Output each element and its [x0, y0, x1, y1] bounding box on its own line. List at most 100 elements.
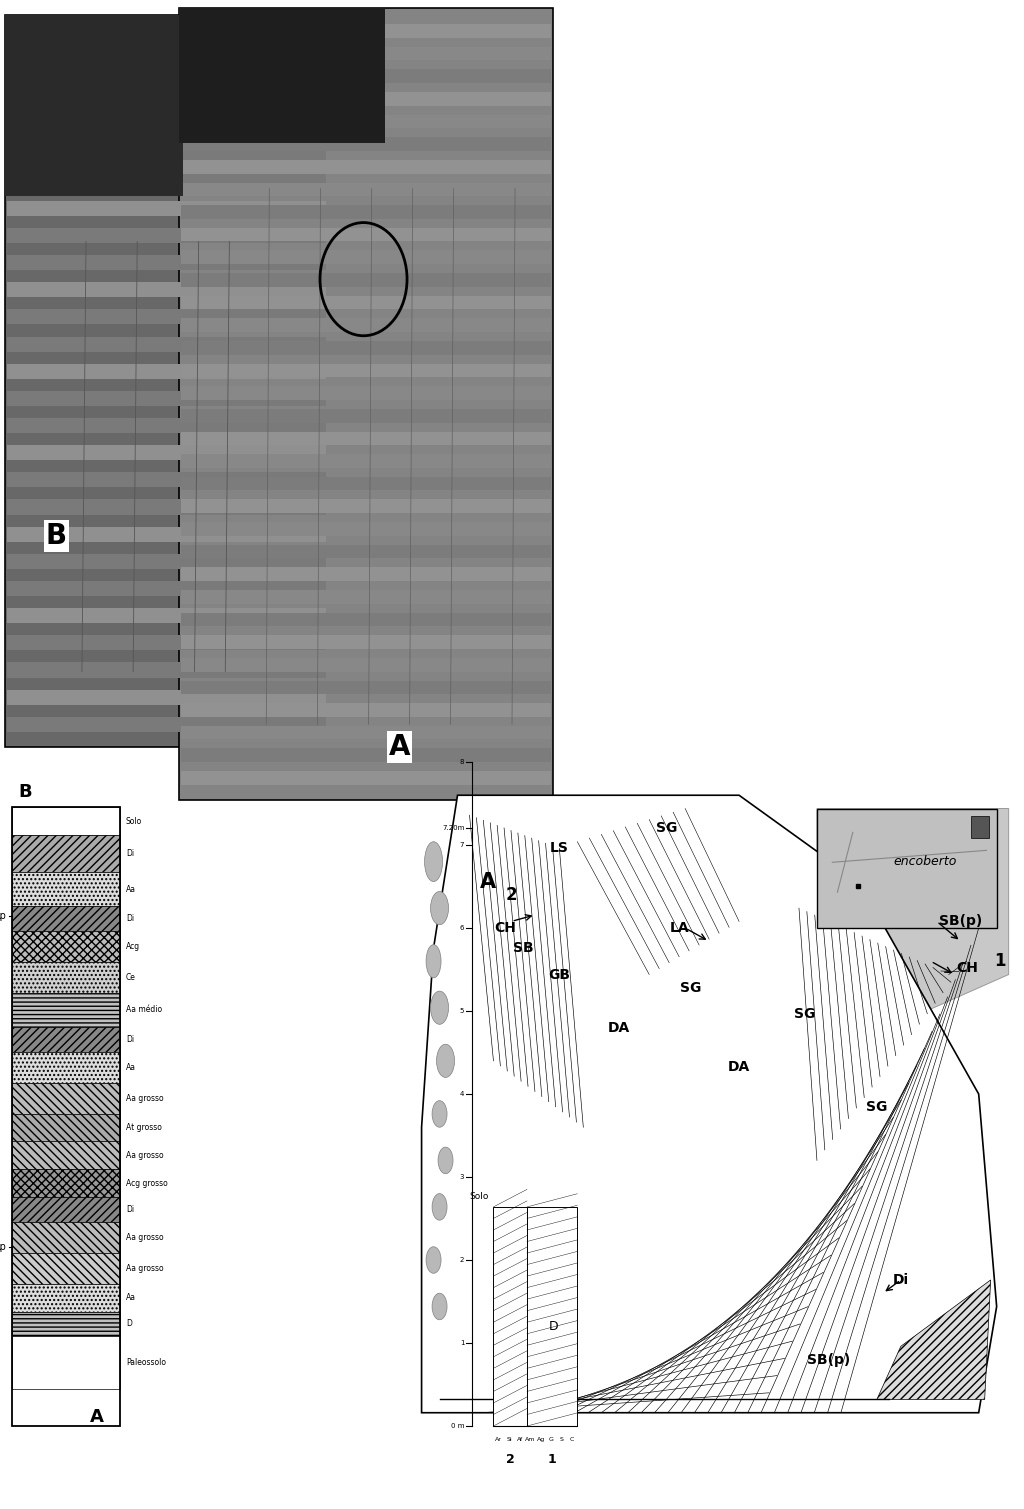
Bar [181, 771, 551, 785]
Bar [7, 228, 326, 243]
Bar [12, 931, 120, 963]
Bar [7, 119, 326, 134]
Text: SB(p): SB(p) [939, 914, 982, 928]
Text: 4: 4 [460, 1091, 464, 1097]
Bar [7, 472, 326, 487]
Text: Aa: Aa [126, 1062, 136, 1071]
Text: Si: Si [507, 1437, 512, 1441]
Text: C: C [570, 1437, 574, 1441]
Bar [181, 590, 551, 604]
Bar [181, 24, 551, 38]
Ellipse shape [438, 1147, 453, 1174]
Text: 1: 1 [994, 952, 1006, 970]
Bar [181, 250, 551, 264]
Text: Ap: Ap [0, 1242, 7, 1251]
Text: Am: Am [525, 1437, 536, 1441]
Bar [12, 1052, 120, 1082]
Bar [181, 613, 551, 626]
Bar [7, 391, 326, 406]
Text: 2: 2 [506, 886, 517, 904]
Text: B: B [18, 783, 33, 801]
Text: LA: LA [670, 920, 689, 936]
Bar [181, 658, 551, 672]
Text: Aa grosso: Aa grosso [126, 1233, 164, 1242]
Bar [181, 545, 551, 558]
Text: S: S [560, 1437, 563, 1441]
Bar [181, 635, 551, 649]
Text: 2: 2 [460, 1257, 464, 1263]
Bar [179, 8, 385, 143]
Bar [181, 748, 551, 762]
Bar [181, 703, 551, 717]
Bar [181, 432, 551, 445]
Text: SG: SG [866, 1100, 888, 1114]
Bar [181, 454, 551, 468]
Polygon shape [877, 1280, 990, 1399]
Text: 8: 8 [460, 759, 464, 765]
Text: DA: DA [608, 1020, 631, 1035]
Bar [181, 364, 551, 377]
Bar [7, 38, 326, 53]
Bar [5, 15, 328, 747]
Bar [12, 1222, 120, 1252]
Polygon shape [422, 795, 996, 1412]
Bar [181, 477, 551, 490]
Text: GB: GB [549, 967, 570, 981]
Bar [12, 1197, 120, 1222]
Text: B: B [46, 522, 67, 549]
Bar [181, 228, 551, 241]
Text: Af: Af [517, 1437, 522, 1441]
Bar [181, 341, 551, 355]
Bar [12, 1311, 120, 1337]
Text: Acg: Acg [126, 942, 140, 951]
Text: Ap: Ap [0, 910, 7, 920]
Ellipse shape [426, 945, 441, 978]
Bar [12, 1252, 120, 1284]
Bar [179, 8, 553, 800]
Text: SB: SB [513, 942, 534, 955]
Bar [7, 690, 326, 705]
Bar [12, 834, 120, 872]
Text: SB(p): SB(p) [807, 1352, 851, 1367]
Bar [181, 409, 551, 423]
Polygon shape [817, 809, 1009, 1014]
Bar [12, 1337, 120, 1388]
Bar [181, 726, 551, 739]
Bar [181, 137, 551, 151]
Bar [7, 337, 326, 352]
Ellipse shape [430, 991, 449, 1025]
Bar [181, 69, 551, 83]
Text: CH: CH [495, 920, 516, 936]
Text: Solo: Solo [469, 1192, 488, 1201]
Text: SG: SG [656, 821, 678, 836]
Text: Acg grosso: Acg grosso [126, 1179, 168, 1188]
Text: Solo: Solo [126, 816, 142, 825]
Text: 2: 2 [506, 1453, 515, 1467]
Bar [181, 567, 551, 581]
Bar [12, 872, 120, 907]
Bar [181, 47, 551, 60]
Bar [817, 809, 996, 928]
Text: 1: 1 [548, 1453, 557, 1467]
Bar [7, 146, 326, 161]
Bar [181, 160, 551, 174]
Text: SG: SG [795, 1008, 816, 1022]
Text: Ag: Ag [537, 1437, 545, 1441]
Text: A: A [479, 872, 496, 892]
Text: SG: SG [681, 981, 701, 994]
Text: D: D [126, 1319, 132, 1328]
Text: Paleossolo: Paleossolo [126, 1358, 166, 1367]
Bar [7, 309, 326, 324]
Text: CH: CH [955, 961, 978, 975]
Bar [181, 318, 551, 332]
Bar [12, 1284, 120, 1311]
Bar [12, 1082, 120, 1114]
Text: G: G [549, 1437, 554, 1441]
Bar [7, 418, 326, 433]
Text: 3: 3 [460, 1174, 464, 1180]
Bar [181, 681, 551, 694]
Text: 7.20m: 7.20m [442, 825, 464, 831]
Text: Aa médio: Aa médio [126, 1005, 162, 1014]
Bar [7, 635, 326, 650]
Bar [527, 1207, 578, 1426]
